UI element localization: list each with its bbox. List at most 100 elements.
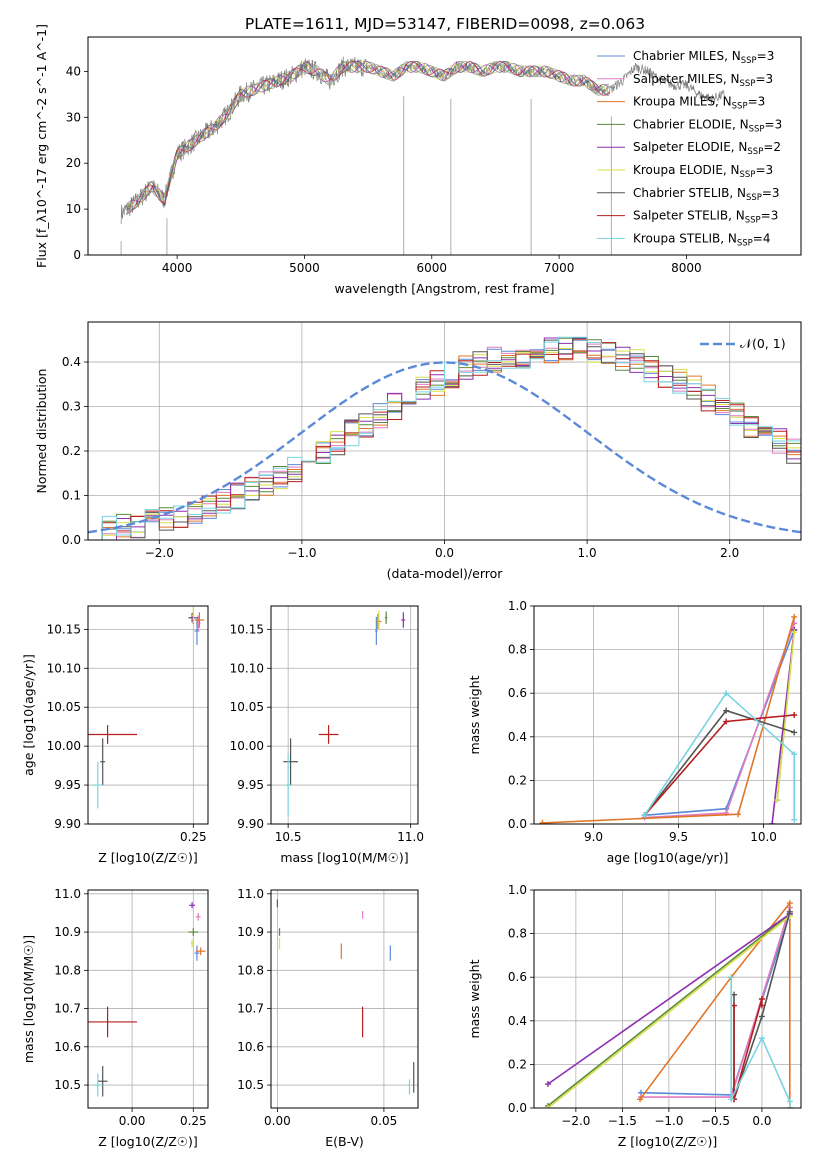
spectrum-model-line	[126, 60, 610, 214]
y-tick-label: 10.10	[230, 661, 264, 675]
x-tick-label: 0.25	[180, 830, 207, 844]
series-line	[547, 913, 791, 1085]
normal-curve	[88, 361, 801, 534]
legend-entry-label: Chabrier STELIB, NSSP=3	[633, 186, 780, 203]
y-tick-label: 10.8	[54, 963, 81, 977]
y-tick-label: 9.90	[54, 817, 81, 831]
series-point	[723, 690, 730, 697]
legend-entry-count: =4	[753, 231, 771, 245]
series-line	[547, 915, 791, 1108]
y-tick-label: 11.0	[237, 887, 264, 901]
spectrum-model-line	[126, 61, 610, 207]
y-tick-label: 0	[73, 248, 81, 262]
series-line	[730, 977, 791, 1108]
y-tick-label: 20	[66, 156, 81, 170]
axes-frame	[533, 889, 802, 1109]
y-axis-label: Flux [f_λ10^-17 erg cm^-2 s^-1 A^-1]	[34, 24, 49, 268]
y-tick-label: 10	[66, 202, 81, 216]
plot-area	[276, 899, 415, 1095]
y-tick-label: 10.9	[54, 925, 81, 939]
series-point	[791, 629, 798, 636]
y-tick-label: 0.6	[508, 970, 527, 984]
axes-frame	[270, 605, 419, 825]
legend-entry-count: =2	[763, 140, 781, 154]
axes-frame	[87, 889, 209, 1109]
plot-area	[88, 902, 206, 1097]
panel-spectrum: Chabrier MILES, NSSP=3 Salpeter MILES, NS…	[34, 24, 802, 296]
y-axis-label: mass [log10(M/M☉)]	[21, 935, 36, 1063]
legend-entry-sub: SSP	[749, 124, 765, 134]
series-point	[723, 707, 730, 714]
legend-entry-sub: SSP	[732, 102, 748, 112]
y-tick-label: 10.5	[54, 1078, 81, 1092]
legend-entry-count: =3	[765, 117, 783, 131]
series-point	[791, 613, 798, 620]
x-tick-label: 0.00	[264, 1114, 291, 1128]
axes-frame	[270, 889, 419, 1109]
panel-mass-vs-Z: 0.00 0.25 10.5 10.6 10.7 10.8 10.9 11.0 Z [log10…	[21, 887, 209, 1149]
legend-entry-label: Salpeter STELIB, NSSP=3	[633, 209, 778, 226]
normal-legend-label: 𝒩(0, 1)	[740, 336, 786, 351]
y-tick-label: 10.7	[54, 1002, 81, 1016]
figure-title: PLATE=1611, MJD=53147, FIBERID=0098, z=0…	[245, 15, 645, 33]
series-line	[643, 691, 795, 820]
series-point	[723, 718, 730, 725]
x-tick-label: 0.0	[435, 546, 454, 560]
x-axis-label: wavelength [Angstrom, rest frame]	[334, 281, 554, 296]
y-tick-label: 10.05	[47, 700, 81, 714]
legend-entry-sub: SSP	[741, 56, 757, 66]
x-tick-label: 8000	[671, 261, 702, 275]
y-tick-label: 10.5	[237, 1078, 264, 1092]
series-point	[731, 991, 738, 998]
series-point	[786, 1098, 793, 1105]
legend-entry-sub: SSP	[740, 170, 756, 180]
y-tick-label: 10.15	[47, 622, 81, 636]
series-point	[791, 729, 798, 736]
x-tick-label: 1.0	[578, 546, 597, 560]
y-tick-label: 0.8	[508, 643, 527, 657]
legend-entry-label: Kroupa MILES, NSSP=3	[633, 95, 765, 112]
y-tick-label: 1.0	[508, 599, 527, 613]
spectrum-model-line	[125, 61, 610, 207]
y-tick-label: 9.95	[237, 778, 264, 792]
x-tick-label: −1.0	[287, 546, 316, 560]
y-tick-label: 11.0	[54, 887, 81, 901]
legend-entry-sub: SSP	[747, 147, 763, 157]
y-tick-label: 40	[66, 64, 81, 78]
x-tick-label: −0.5	[701, 1114, 730, 1128]
y-tick-label: 9.90	[237, 817, 264, 831]
y-tick-label: 0.0	[62, 533, 81, 547]
panel-weight-vs-age: 9.0 9.5 10.0 0.0 0.2 0.4 0.6 0.8 1.0 age [log10(a…	[467, 599, 802, 865]
y-tick-label: 0.4	[62, 355, 81, 369]
y-tick-label: 10.00	[230, 739, 264, 753]
y-axis-label: Normed distribution	[34, 369, 49, 494]
x-tick-label: 5000	[289, 261, 320, 275]
plot-area	[539, 613, 798, 824]
legend-entry-label: Chabrier ELODIE, NSSP=3	[633, 117, 782, 134]
series-point	[774, 797, 781, 804]
series-point	[786, 908, 793, 915]
x-axis-label: mass [log10(M/M☉)]	[280, 850, 408, 865]
legend-entry-count: =3	[748, 95, 766, 109]
axes-frame	[533, 605, 802, 825]
histogram-step-line	[88, 348, 801, 540]
panel-weight-vs-Z: −2.0 −1.5 −1.0 −0.5 0.0 0.0 0.2 0.4 0.6 0.8 1.0 Z […	[467, 883, 802, 1149]
series-line	[643, 714, 795, 816]
series-point	[786, 1105, 793, 1108]
plot-area	[120, 56, 725, 255]
series-point	[758, 996, 765, 1002]
legend-entry-count: =3	[757, 49, 775, 63]
series-point	[791, 712, 798, 718]
y-tick-label: 30	[66, 110, 81, 124]
panel-mass-vs-EBV: 0.00 0.05 10.5 10.6 10.7 10.8 10.9 11.0 E(B-V)	[237, 887, 419, 1149]
x-tick-label: 0.25	[180, 1114, 207, 1128]
y-tick-label: 10.6	[237, 1040, 264, 1054]
x-tick-label: −2.0	[561, 1114, 590, 1128]
series-point	[791, 816, 798, 823]
x-tick-label: 7000	[544, 261, 575, 275]
spectrum-legend: Chabrier MILES, NSSP=3 Salpeter MILES, NS…	[597, 49, 782, 248]
series-line	[733, 998, 763, 1100]
y-tick-label: 0.1	[62, 489, 81, 503]
spectrum-model-line	[125, 60, 610, 216]
